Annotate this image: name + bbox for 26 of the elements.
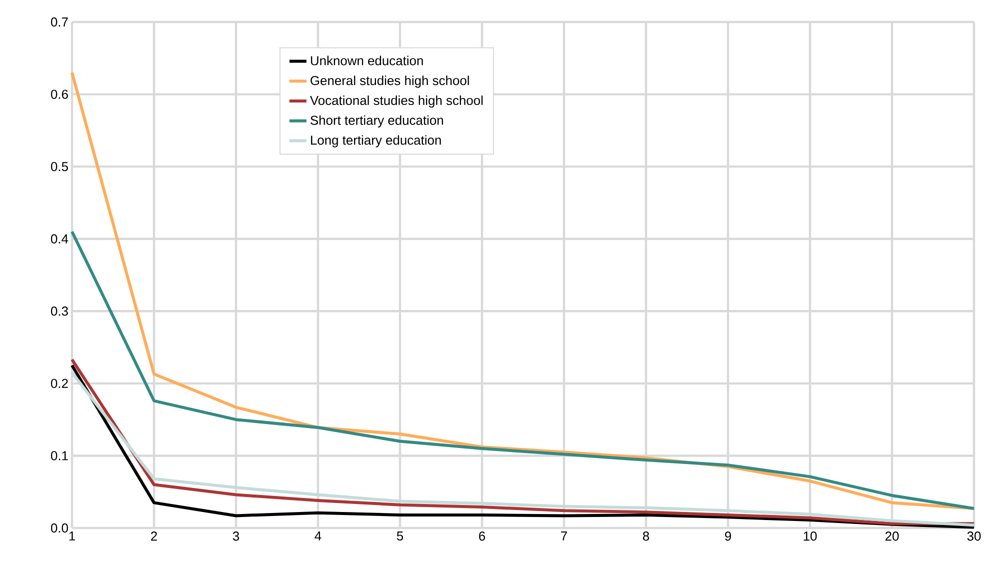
legend-label: General studies high school [310,76,469,88]
y-tick-label: 0.3 [50,306,68,316]
x-tick-label: 3 [232,532,240,541]
x-tick-label: 20 [885,532,899,541]
x-tick-label: 5 [396,532,404,541]
legend-label: Vocational studies high school [310,96,483,108]
line-series [70,230,976,510]
x-tick-label: 2 [151,532,157,541]
y-tick-label: 0.5 [50,162,68,172]
x-tick-label: 6 [479,532,486,541]
y-tick-label: 0.7 [50,17,68,27]
y-tick-label: 0.1 [50,451,68,460]
legend-label: Short tertiary education [310,115,443,128]
x-tick-label: 1 [69,532,75,540]
y-tick-label: 0.4 [50,234,68,244]
x-tick-label: 8 [642,532,650,541]
x-tick-label: 30 [967,532,981,541]
x-tick-label: 10 [804,532,817,541]
x-tick-label: 9 [725,532,731,541]
y-tick-label: 0.6 [50,90,68,99]
legend-label: Long tertiary education [311,135,441,148]
x-tick-label: 4 [314,532,322,540]
y-tick-label: 0.0 [50,523,68,533]
legend-label: Unknown education [310,56,423,66]
x-tick-label: 7 [561,532,567,540]
y-tick-label: 0.2 [50,378,68,388]
